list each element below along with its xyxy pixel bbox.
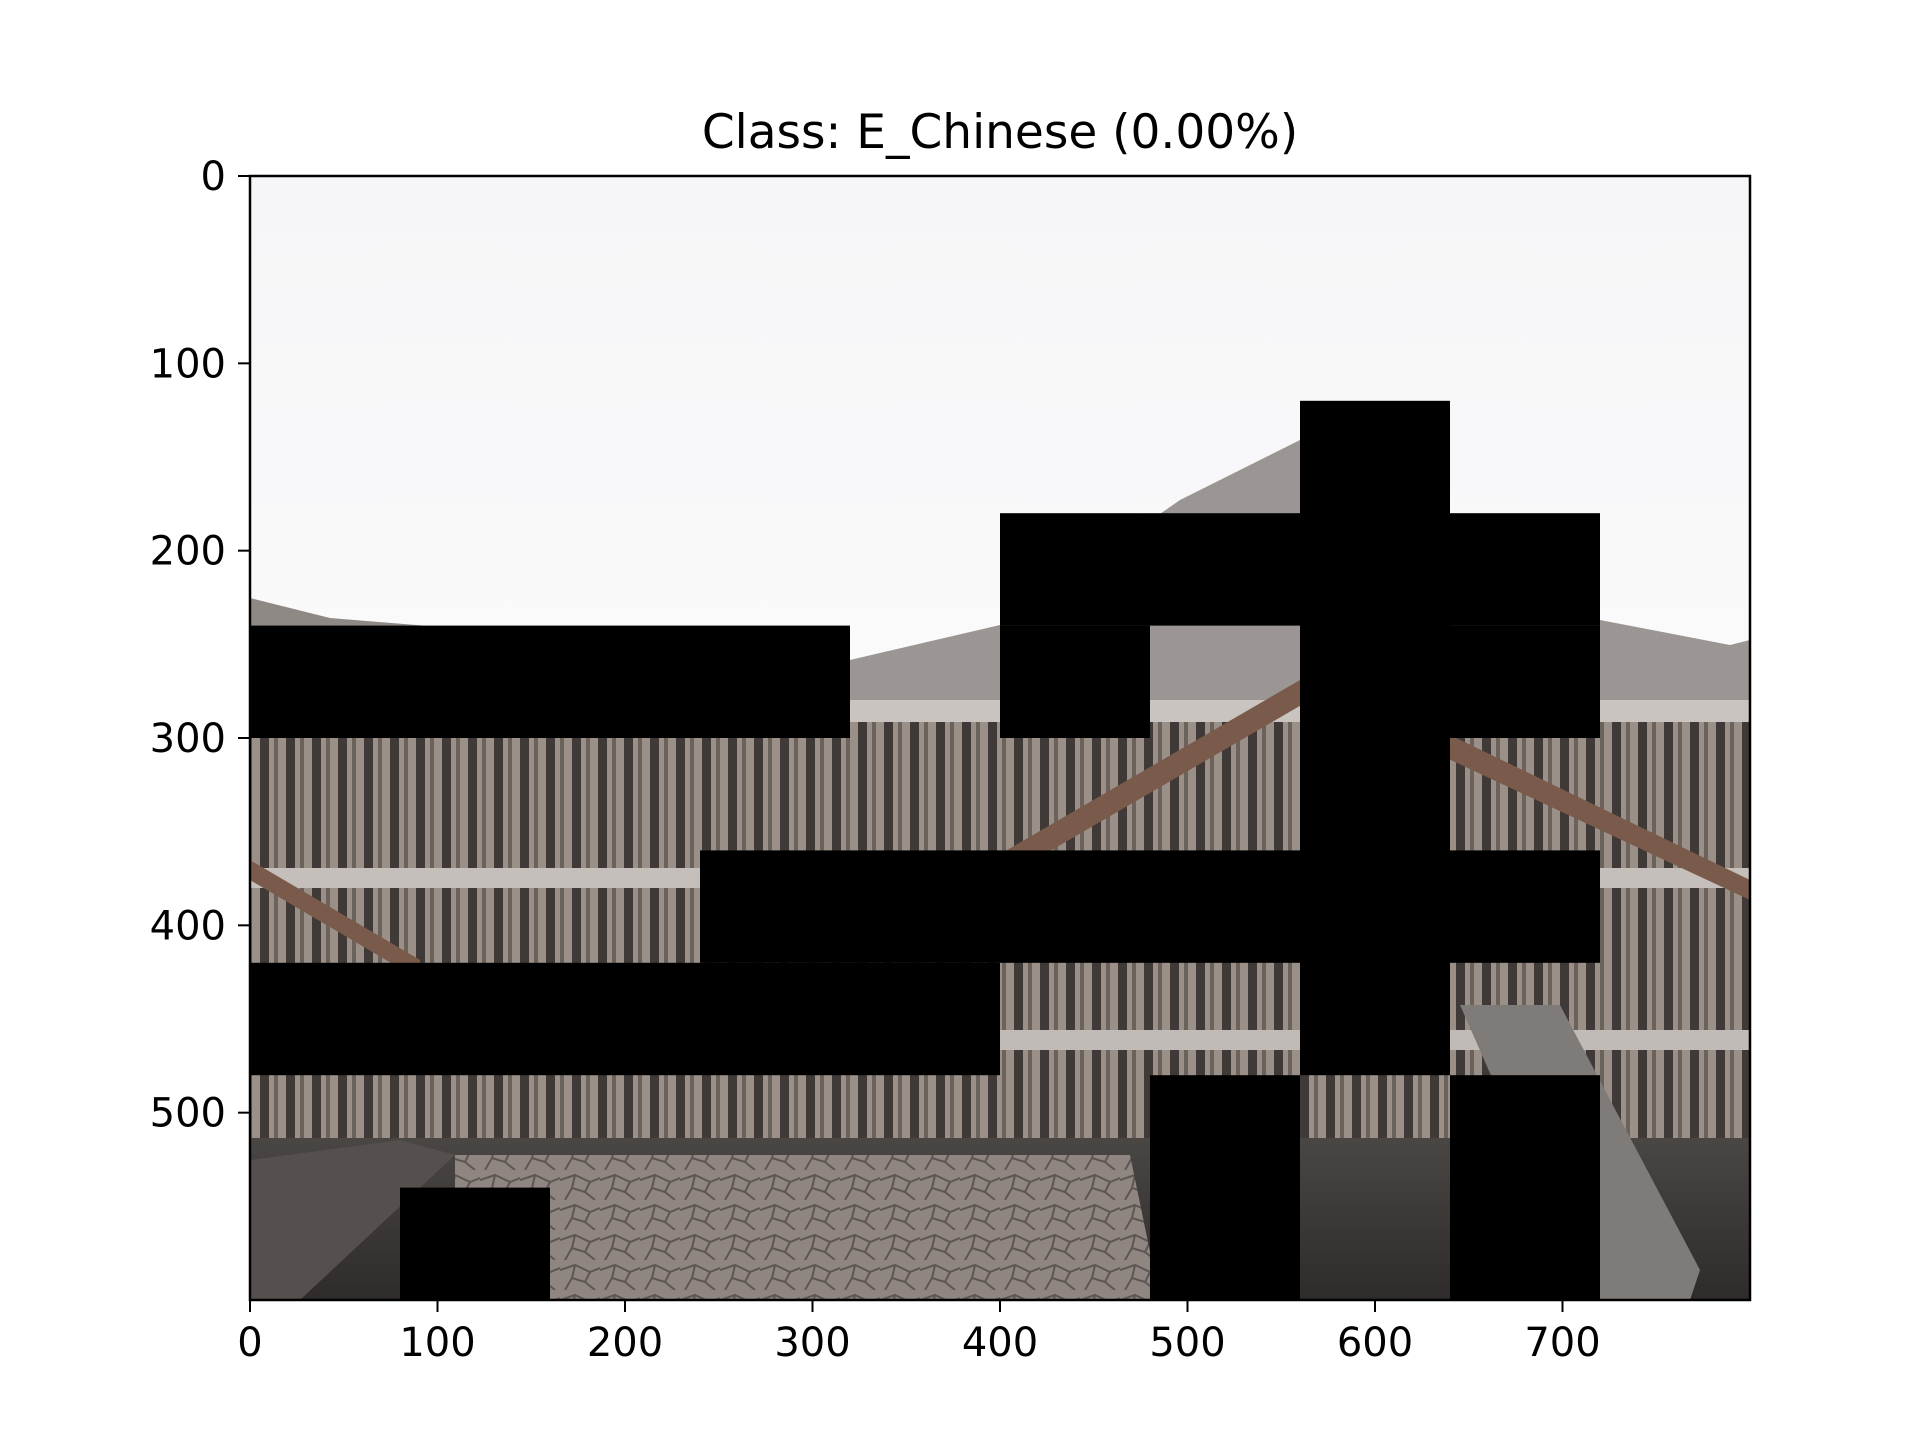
x-tick-label: 600 (1337, 1320, 1413, 1366)
occlusion-mask-4 (1450, 625, 1600, 738)
y-axis-ticks: 0 100 200 300 400 500 (150, 154, 250, 1137)
x-tick-label: 500 (1149, 1320, 1225, 1366)
chart-title: Class: E_Chinese (0.00%) (702, 105, 1298, 160)
occlusion-mask-3 (1000, 625, 1150, 738)
occlusion-mask-8 (1150, 1075, 1300, 1300)
occlusion-masks (250, 400, 1600, 1300)
x-tick-label: 700 (1524, 1320, 1600, 1366)
x-tick-label: 300 (774, 1320, 850, 1366)
occlusion-mask-5 (1300, 400, 1450, 1076)
y-tick-label: 400 (150, 903, 226, 949)
x-tick-label: 200 (587, 1320, 663, 1366)
occlusion-mask-9 (1450, 1075, 1600, 1300)
x-tick-label: 0 (237, 1320, 262, 1366)
occlusion-mask-6 (700, 850, 1600, 963)
occlusion-mask-7 (250, 962, 1000, 1076)
x-axis-ticks: 0 100 200 300 400 500 600 700 (237, 1300, 1601, 1366)
x-tick-label: 400 (962, 1320, 1038, 1366)
y-tick-label: 100 (150, 341, 226, 387)
y-tick-label: 0 (201, 154, 226, 200)
occlusion-mask-10 (400, 1187, 550, 1300)
occlusion-mask-1 (250, 625, 850, 738)
x-tick-label: 100 (399, 1320, 475, 1366)
y-tick-label: 300 (150, 716, 226, 762)
y-tick-label: 500 (150, 1091, 226, 1137)
y-tick-label: 200 (150, 529, 226, 575)
